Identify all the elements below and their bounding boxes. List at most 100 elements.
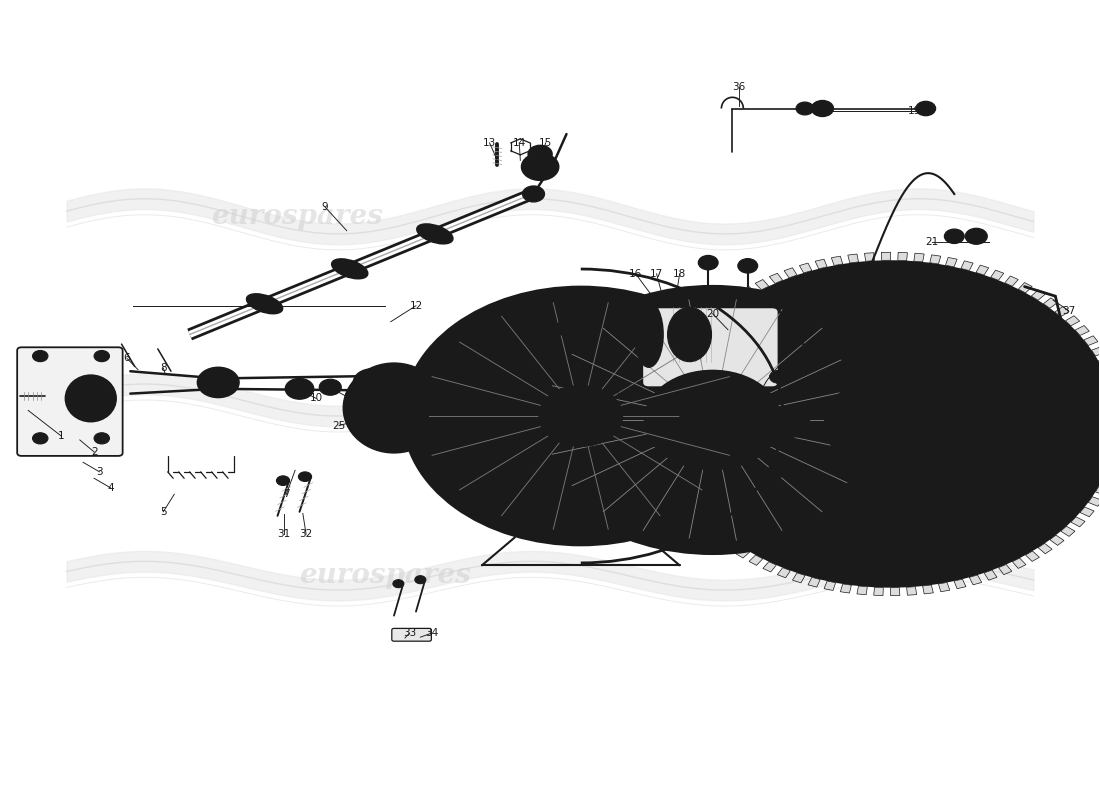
Circle shape	[825, 376, 957, 472]
Circle shape	[698, 255, 718, 270]
Circle shape	[779, 301, 790, 309]
Polygon shape	[654, 412, 666, 418]
Text: 21: 21	[926, 237, 939, 247]
Text: 4: 4	[107, 483, 114, 493]
Text: 14: 14	[513, 138, 526, 148]
Circle shape	[415, 576, 426, 584]
Polygon shape	[1098, 358, 1100, 366]
Ellipse shape	[756, 410, 811, 438]
Polygon shape	[1012, 558, 1026, 569]
Text: 29: 29	[728, 418, 741, 427]
Polygon shape	[688, 331, 701, 341]
Polygon shape	[930, 255, 940, 264]
Text: 28: 28	[706, 418, 719, 427]
Polygon shape	[675, 492, 690, 502]
Text: eurospares: eurospares	[299, 562, 471, 589]
Polygon shape	[1025, 551, 1040, 562]
Text: 19: 19	[909, 106, 922, 116]
Ellipse shape	[75, 383, 108, 414]
Text: 13: 13	[483, 138, 496, 148]
Text: 23: 23	[607, 389, 620, 398]
Text: 26: 26	[359, 421, 372, 430]
Text: 37: 37	[1062, 306, 1075, 315]
Polygon shape	[969, 575, 981, 585]
Polygon shape	[954, 579, 966, 589]
Circle shape	[732, 541, 742, 549]
Polygon shape	[717, 302, 732, 313]
Ellipse shape	[953, 454, 1003, 486]
Text: 12: 12	[409, 301, 422, 310]
Circle shape	[528, 146, 552, 163]
Circle shape	[540, 381, 551, 389]
Polygon shape	[938, 582, 949, 592]
Text: 17: 17	[650, 269, 663, 279]
Circle shape	[521, 154, 559, 180]
Text: 35: 35	[1028, 532, 1042, 542]
Circle shape	[945, 229, 965, 243]
Polygon shape	[741, 286, 756, 297]
Circle shape	[528, 286, 898, 554]
Text: 25: 25	[332, 421, 345, 430]
Text: 34: 34	[425, 628, 438, 638]
Text: 33: 33	[403, 628, 416, 638]
FancyBboxPatch shape	[642, 307, 779, 387]
Circle shape	[770, 370, 788, 383]
Polygon shape	[706, 311, 721, 322]
Circle shape	[33, 433, 48, 444]
Circle shape	[994, 370, 1012, 383]
Ellipse shape	[340, 263, 360, 274]
Polygon shape	[1096, 486, 1100, 495]
Circle shape	[882, 512, 900, 525]
Ellipse shape	[332, 259, 367, 278]
Circle shape	[635, 530, 646, 538]
Text: 36: 36	[733, 82, 746, 92]
Polygon shape	[672, 353, 685, 362]
Polygon shape	[784, 268, 798, 278]
Polygon shape	[696, 321, 711, 331]
Circle shape	[403, 286, 759, 546]
Circle shape	[666, 260, 1100, 588]
Polygon shape	[660, 458, 672, 467]
Polygon shape	[664, 470, 678, 478]
Circle shape	[873, 381, 884, 389]
Polygon shape	[898, 252, 907, 261]
Polygon shape	[736, 548, 750, 558]
Polygon shape	[865, 253, 874, 262]
Ellipse shape	[953, 362, 1003, 394]
Ellipse shape	[254, 298, 275, 309]
FancyBboxPatch shape	[18, 347, 122, 456]
Ellipse shape	[837, 330, 878, 369]
Polygon shape	[1044, 298, 1057, 308]
Circle shape	[873, 451, 884, 459]
Circle shape	[561, 348, 572, 356]
Circle shape	[276, 476, 289, 486]
Text: 3: 3	[97, 467, 103, 477]
Polygon shape	[1084, 336, 1098, 346]
Polygon shape	[702, 522, 716, 532]
Circle shape	[593, 511, 604, 519]
Circle shape	[319, 379, 341, 395]
Circle shape	[779, 530, 790, 538]
Polygon shape	[815, 259, 827, 269]
Circle shape	[95, 433, 110, 444]
Circle shape	[393, 580, 404, 588]
Text: 15: 15	[539, 138, 552, 148]
Ellipse shape	[343, 363, 444, 453]
Text: 31: 31	[277, 529, 290, 539]
Polygon shape	[873, 587, 883, 595]
Polygon shape	[923, 585, 933, 594]
Polygon shape	[724, 540, 738, 550]
Circle shape	[556, 321, 575, 335]
Polygon shape	[679, 342, 693, 351]
Polygon shape	[654, 424, 666, 430]
Polygon shape	[984, 570, 997, 580]
Circle shape	[680, 396, 746, 444]
Circle shape	[821, 321, 832, 329]
Polygon shape	[778, 568, 791, 578]
Polygon shape	[857, 586, 867, 594]
Circle shape	[33, 350, 48, 362]
Polygon shape	[808, 578, 821, 587]
Polygon shape	[914, 253, 924, 262]
Circle shape	[682, 291, 693, 299]
Circle shape	[561, 402, 601, 430]
